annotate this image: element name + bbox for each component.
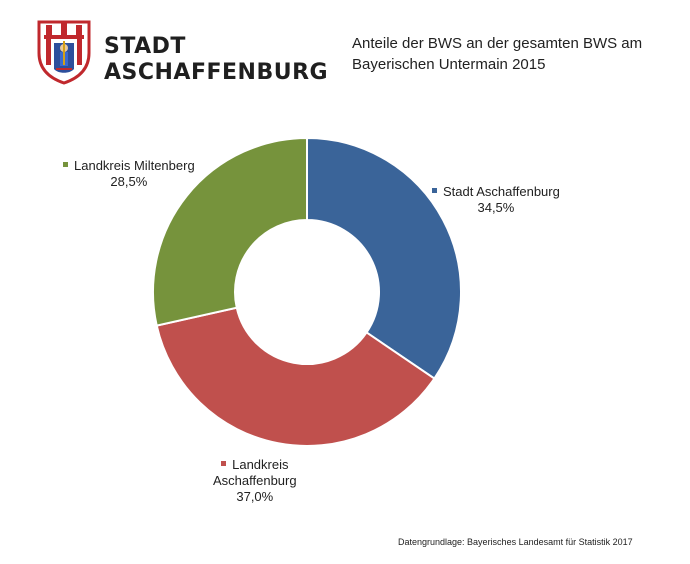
legend-marker <box>63 162 68 168</box>
slice-label: Stadt Aschaffenburg 34,5% <box>432 184 560 216</box>
legend-marker <box>221 461 227 467</box>
legend-marker <box>432 188 437 194</box>
slice-label-name: Stadt Aschaffenburg <box>432 184 560 200</box>
source-footnote: Datengrundlage: Bayerisches Landesamt fü… <box>398 537 633 547</box>
brand-wordmark: STADT ASCHAFFENBURG <box>104 34 328 86</box>
slice-label-text: Landkreis <box>232 457 289 472</box>
brand-line-1: STADT <box>104 34 186 59</box>
slice-value-label: 34,5% <box>477 200 515 215</box>
slice-label-name: Aschaffenburg <box>213 473 297 489</box>
chart-title: Anteile der BWS an der gesamten BWS am B… <box>352 33 672 75</box>
chart-title-line-1: Anteile der BWS an der gesamten BWS am <box>352 35 643 52</box>
slice-label-name: Landkreis Miltenberg <box>63 158 195 174</box>
brand-line-2: ASCHAFFENBURG <box>104 60 329 85</box>
slice-value-label: 28,5% <box>110 174 148 189</box>
slice-label-text: Landkreis Miltenberg <box>74 158 195 173</box>
donut-slice-landkreis-aschaffenburg <box>155 306 436 447</box>
slice-label-name: Landkreis <box>213 457 297 473</box>
slice-label: Landkreis Miltenberg 28,5% <box>63 158 195 190</box>
donut-slice-stadt-aschaffenburg <box>306 136 462 380</box>
coat-of-arms-logo <box>37 20 91 85</box>
donut-slice-landkreis-miltenberg <box>152 136 308 327</box>
slice-label-text: Stadt Aschaffenburg <box>443 184 560 199</box>
slice-value-label: 37,0% <box>236 489 274 504</box>
slice-label-text: Aschaffenburg <box>213 473 297 488</box>
chart-title-line-2: Bayerischen Untermain 2015 <box>352 56 546 73</box>
slice-label: Landkreis Aschaffenburg 37,0% <box>213 457 297 505</box>
